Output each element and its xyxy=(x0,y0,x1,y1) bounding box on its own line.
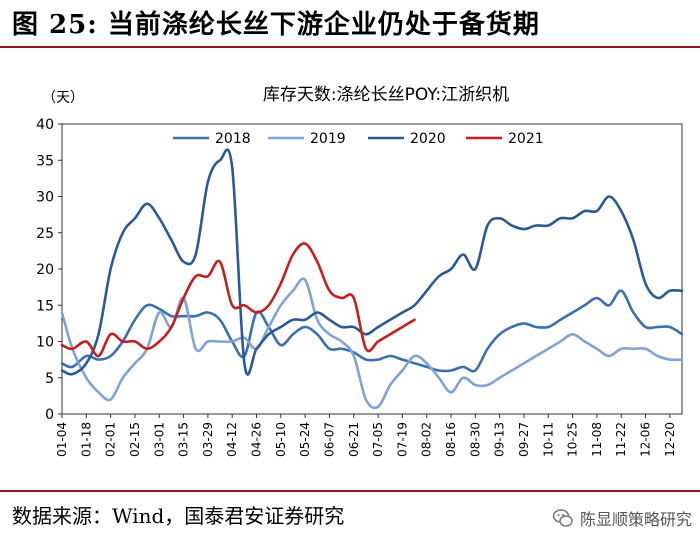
line-chart: 库存天数:涤纶长丝POY:江浙织机 （天） 0 5 10 15 20 25 30 35 40 0… xyxy=(36,85,684,457)
figure-title: 图 25: 当前涤纶长丝下游企业仍处于备货期 xyxy=(12,4,540,41)
series-line-2018 xyxy=(60,289,684,373)
x-tick-label: 05-10 xyxy=(274,422,288,457)
legend-label-2021: 2021 xyxy=(508,131,544,147)
series-line-2021 xyxy=(60,242,416,358)
x-tick-label: 03-01 xyxy=(152,422,166,457)
y-tick-label: 40 xyxy=(36,117,54,133)
series-layer xyxy=(60,148,684,410)
y-tick-label: 0 xyxy=(45,407,54,423)
legend-label-2020: 2020 xyxy=(410,131,446,147)
figure-caption: 当前涤纶长丝下游企业仍处于备货期 xyxy=(107,10,540,40)
x-tick-label: 08-30 xyxy=(468,422,482,457)
x-tick-label: 07-05 xyxy=(371,422,385,457)
x-axis: 01-04 01-18 02-01 02-15 03-01 03-15 03-29 04-12… xyxy=(55,414,677,457)
wechat-icon xyxy=(552,509,573,527)
watermark-text: 陈显顺策略研究 xyxy=(579,510,692,529)
x-tick-label: 02-15 xyxy=(128,422,142,457)
y-tick-label: 5 xyxy=(45,371,54,387)
y-tick-label: 25 xyxy=(36,226,54,242)
x-tick-label: 12-06 xyxy=(639,422,653,457)
watermark: 陈显顺策略研究 xyxy=(552,506,692,530)
x-tick-label: 05-24 xyxy=(298,422,312,457)
series-line-2020 xyxy=(60,148,684,376)
y-tick-label: 30 xyxy=(36,190,54,206)
x-tick-label: 11-22 xyxy=(614,422,628,457)
x-tick-label: 07-19 xyxy=(395,422,409,457)
bottom-rule xyxy=(0,490,700,492)
y-tick-label: 10 xyxy=(36,335,54,351)
x-tick-label: 08-02 xyxy=(420,422,434,457)
x-tick-label: 03-15 xyxy=(177,422,191,457)
x-tick-label: 02-01 xyxy=(104,422,118,457)
x-tick-label: 04-12 xyxy=(225,422,239,457)
x-tick-label: 06-21 xyxy=(347,422,361,457)
x-tick-label: 01-04 xyxy=(55,422,69,457)
plot-frame xyxy=(61,123,683,415)
legend: 2018 2019 2020 2021 xyxy=(173,131,544,147)
legend-label-2019: 2019 xyxy=(310,131,346,147)
y-tick-label: 20 xyxy=(36,262,54,278)
figure-label: 图 25: xyxy=(12,10,98,40)
top-rule xyxy=(0,46,700,48)
x-tick-label: 04-26 xyxy=(250,422,264,457)
chart-title: 库存天数:涤纶长丝POY:江浙织机 xyxy=(263,85,509,105)
y-axis: 0 5 10 15 20 25 30 35 40 xyxy=(36,117,62,423)
source-note: 数据来源：Wind，国泰君安证券研究 xyxy=(12,504,345,528)
x-tick-label: 10-11 xyxy=(541,422,555,457)
x-tick-label: 08-16 xyxy=(444,422,458,457)
series-line-2019 xyxy=(60,277,684,410)
x-tick-label: 12-20 xyxy=(663,422,677,457)
x-tick-label: 11-08 xyxy=(590,422,604,457)
x-tick-label: 03-29 xyxy=(201,422,215,457)
x-tick-label: 09-27 xyxy=(517,422,531,457)
x-tick-label: 09-13 xyxy=(493,422,507,457)
y-tick-label: 35 xyxy=(36,153,54,169)
x-tick-label: 10-25 xyxy=(566,422,580,457)
y-tick-label: 15 xyxy=(36,298,54,314)
x-tick-label: 01-18 xyxy=(79,422,93,457)
y-axis-unit: （天） xyxy=(42,90,84,106)
x-tick-label: 06-07 xyxy=(322,422,336,457)
legend-label-2018: 2018 xyxy=(215,131,251,147)
